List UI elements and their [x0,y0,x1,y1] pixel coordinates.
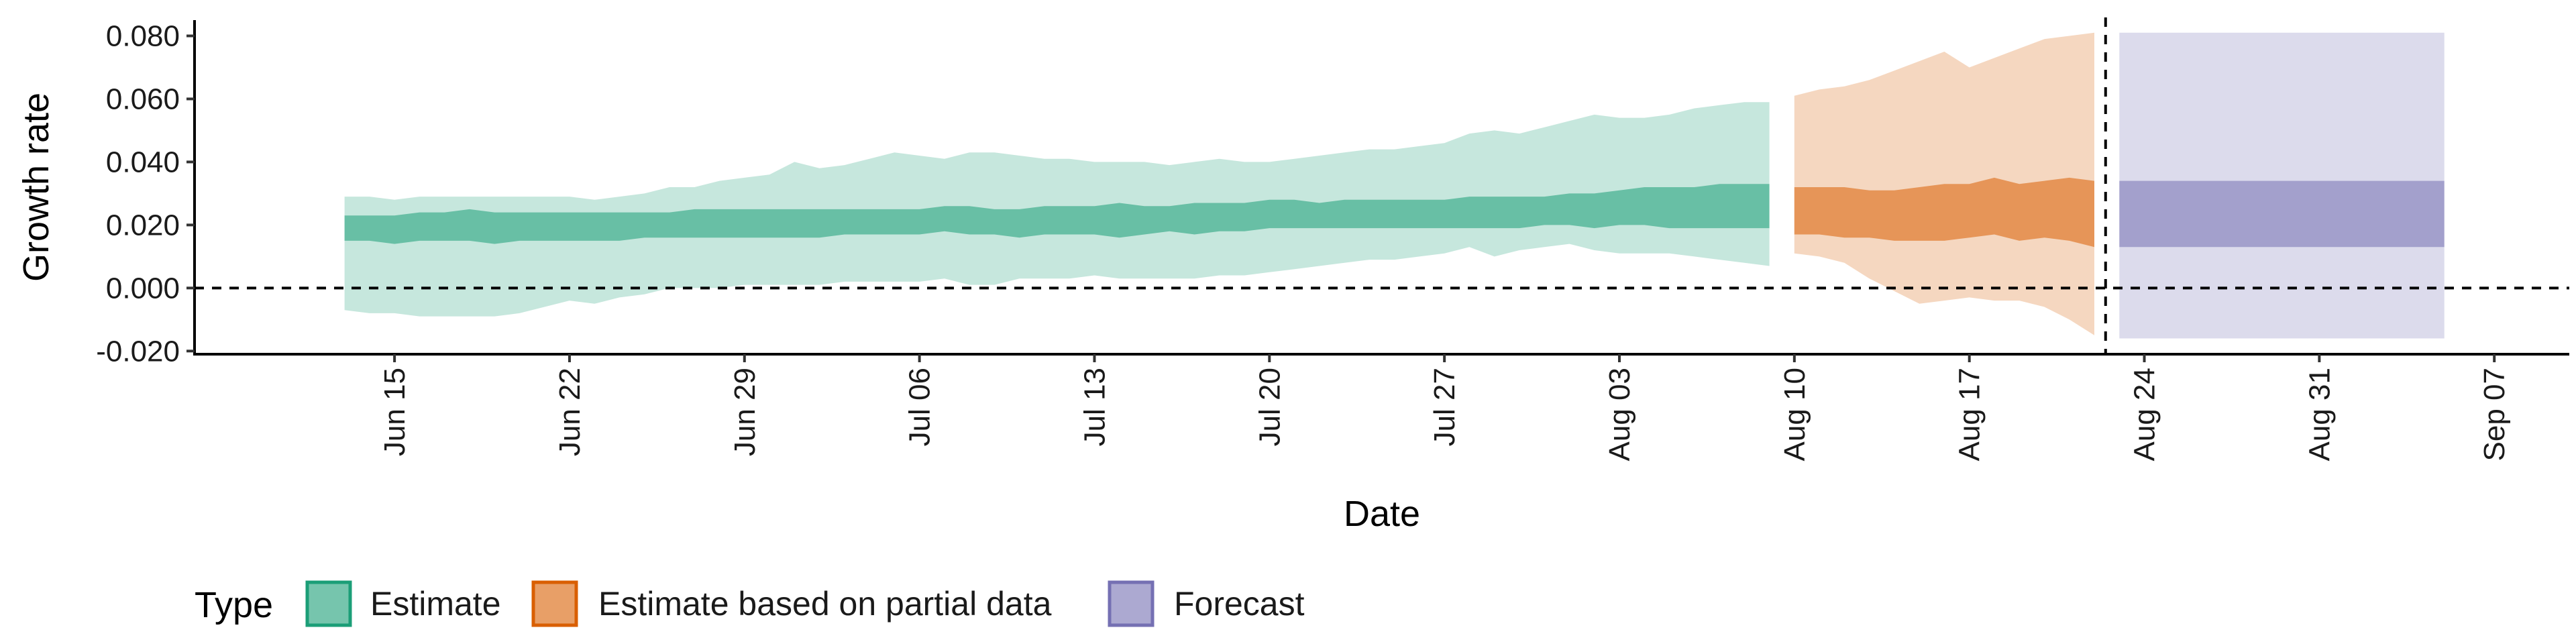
y-tick-label: 0.060 [106,83,180,115]
legend-key-forecast [1108,580,1155,627]
legend-label-estimate: Estimate [370,585,501,623]
x-tick-label: Sep 07 [2478,368,2511,461]
x-axis-title: Date [1344,494,1420,534]
y-tick-label: 0.040 [106,146,180,178]
plot-bands [344,32,2445,339]
legend-key-estimate-based-on-partial-data [531,580,578,627]
legend-key-estimate [305,580,352,627]
x-tick-label: Jun 22 [553,368,586,456]
band-inner-forecast [2119,180,2445,248]
x-tick-label: Aug 03 [1603,368,1636,461]
legend-label-estimate-based-on-partial-data: Estimate based on partial data [598,585,1052,623]
y-axis-title: Growth rate [16,93,56,282]
x-tick-label: Jun 29 [729,368,761,456]
legend-title: Type [195,585,273,625]
x-ticks: Jun 15 Jun 22 Jun 29 Jul 06 Jul 13 Jul 20 Jul … [378,354,2511,461]
x-tick-label: Aug 24 [2129,368,2161,461]
x-tick-label: Jul 20 [1253,368,1286,446]
x-tick-label: Jul 06 [904,368,936,446]
y-tick-label: -0.020 [96,335,180,368]
band-inner-estimate-based-on-partial-data [1794,177,2094,248]
reference-lines [195,17,2569,356]
axes [193,20,2569,356]
y-tick-label: 0.080 [106,19,180,52]
x-tick-label: Aug 31 [2303,368,2336,461]
x-tick-label: Aug 10 [1778,368,1811,461]
y-ticks: -0.020 0.000 0.020 0.040 0.060 0.080 [96,19,195,368]
x-tick-label: Aug 17 [1953,368,1986,461]
x-tick-label: Jul 13 [1078,368,1111,446]
y-tick-label: 0.000 [106,272,180,305]
legend-label-forecast: Forecast [1174,585,1305,623]
legend: Type Estimate Estimate based on partial d… [195,580,1305,627]
band-inner-estimate [344,184,1770,244]
x-tick-label: Jul 27 [1428,368,1461,446]
x-tick-label: Jun 15 [378,368,411,456]
y-tick-label: 0.020 [106,209,180,241]
